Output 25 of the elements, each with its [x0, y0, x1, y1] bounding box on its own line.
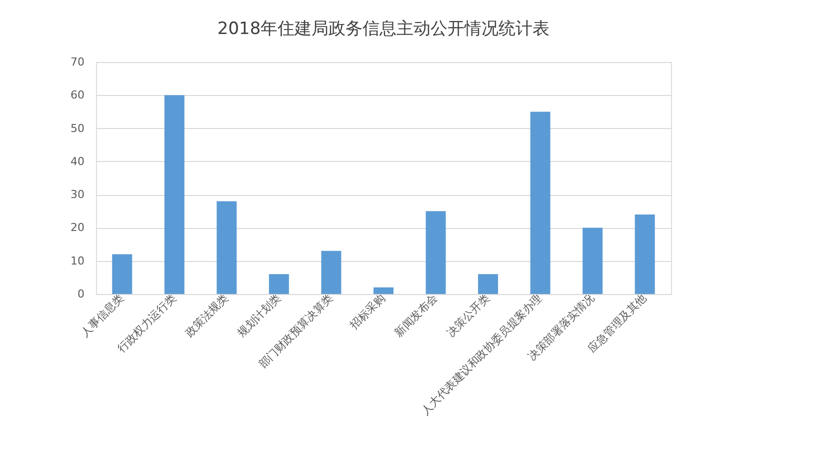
y-tick-label: 30	[70, 188, 84, 202]
bar	[164, 95, 184, 294]
y-tick-label: 40	[70, 154, 84, 168]
bar	[374, 287, 394, 294]
chart-title: 2018年住建局政务信息主动公开情况统计表	[217, 19, 550, 39]
bar	[530, 112, 550, 294]
y-tick-label: 10	[70, 254, 84, 268]
bar	[216, 201, 237, 294]
y-tick-label: 20	[70, 221, 84, 234]
y-tick-label: 60	[70, 88, 84, 102]
y-tick-label: 70	[70, 56, 84, 68]
x-tick-label: 新闻发布会	[392, 292, 440, 340]
bar	[634, 214, 655, 294]
y-tick-label: 0	[78, 288, 84, 300]
bar	[321, 250, 342, 294]
y-tick-label: 50	[70, 122, 84, 135]
bar	[268, 274, 289, 294]
bar	[582, 228, 603, 294]
bar	[478, 274, 498, 294]
x-tick-label: 招标采购	[346, 292, 388, 333]
bar	[112, 254, 132, 294]
x-tick-label: 规划计划类	[235, 292, 284, 340]
x-tick-label: 决策公开类	[444, 292, 492, 340]
x-tick-label: 政策法规类	[182, 292, 231, 340]
bar	[426, 211, 446, 294]
